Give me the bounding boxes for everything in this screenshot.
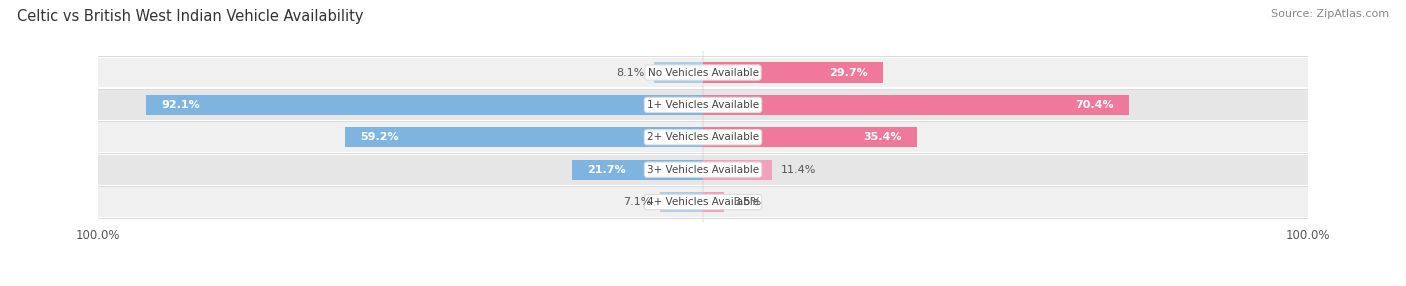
Text: Source: ZipAtlas.com: Source: ZipAtlas.com xyxy=(1271,9,1389,19)
Text: 3+ Vehicles Available: 3+ Vehicles Available xyxy=(647,165,759,175)
Bar xyxy=(98,58,1308,88)
Text: 35.4%: 35.4% xyxy=(863,132,901,142)
Text: 7.1%: 7.1% xyxy=(623,197,651,207)
Text: 59.2%: 59.2% xyxy=(360,132,399,142)
Bar xyxy=(146,95,703,115)
Bar xyxy=(703,127,917,147)
Text: 70.4%: 70.4% xyxy=(1074,100,1114,110)
Text: No Vehicles Available: No Vehicles Available xyxy=(648,67,758,78)
Bar xyxy=(98,187,1308,217)
Bar xyxy=(703,160,772,180)
Text: 21.7%: 21.7% xyxy=(586,165,626,175)
Text: 3.5%: 3.5% xyxy=(734,197,762,207)
Text: 2+ Vehicles Available: 2+ Vehicles Available xyxy=(647,132,759,142)
Bar xyxy=(654,62,703,83)
Text: 4+ Vehicles Available: 4+ Vehicles Available xyxy=(647,197,759,207)
Text: 11.4%: 11.4% xyxy=(780,165,817,175)
Text: Celtic vs British West Indian Vehicle Availability: Celtic vs British West Indian Vehicle Av… xyxy=(17,9,363,23)
Bar xyxy=(703,192,724,212)
Bar xyxy=(659,192,703,212)
Bar xyxy=(703,95,1129,115)
Bar xyxy=(98,90,1308,120)
Text: 8.1%: 8.1% xyxy=(617,67,645,78)
Bar xyxy=(98,122,1308,152)
Text: 1+ Vehicles Available: 1+ Vehicles Available xyxy=(647,100,759,110)
Bar xyxy=(703,62,883,83)
Bar xyxy=(572,160,703,180)
Bar xyxy=(98,155,1308,184)
Bar xyxy=(344,127,703,147)
Text: 29.7%: 29.7% xyxy=(828,67,868,78)
Text: 92.1%: 92.1% xyxy=(162,100,200,110)
Legend: Celtic, British West Indian: Celtic, British West Indian xyxy=(595,284,811,286)
